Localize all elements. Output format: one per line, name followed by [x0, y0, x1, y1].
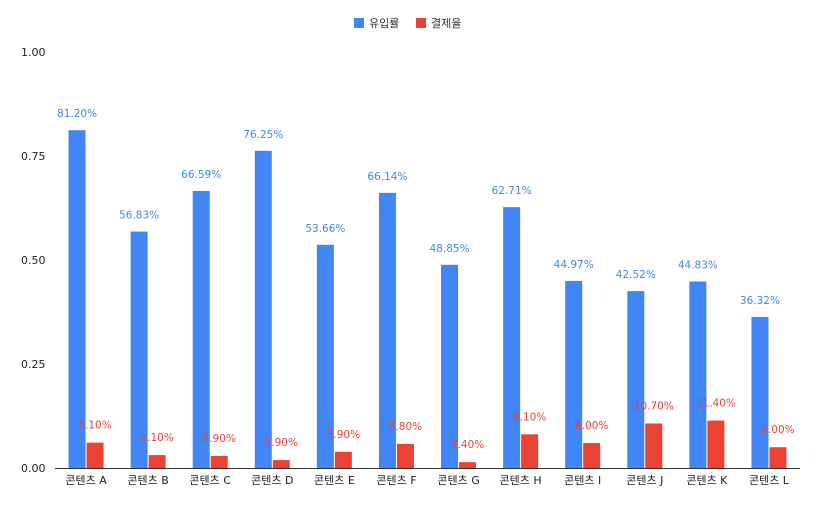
- legend-label-0: 유입률: [369, 17, 399, 30]
- bar-payment-9: [645, 423, 663, 468]
- value-labels: 81.20% 6.10% 56.83% 3.10% 66.59% 2.90% 76.25% 1…: [57, 108, 795, 451]
- x-tick-label: 콘텐츠 A: [65, 474, 107, 487]
- bar-payment-1: [148, 455, 166, 468]
- x-tick-label: 콘텐츠 H: [500, 474, 542, 487]
- x-tick-label: 콘텐츠 J: [626, 474, 663, 487]
- data-label-inflow-0: 81.20%: [57, 108, 97, 120]
- bar-inflow-10: [689, 281, 707, 468]
- bar-inflow-7: [503, 207, 521, 468]
- x-tick-label: 콘텐츠 B: [127, 474, 168, 487]
- data-label-inflow-2: 66.59%: [181, 169, 221, 181]
- x-tick-label: 콘텐츠 G: [437, 474, 479, 487]
- bar-inflow-4: [316, 244, 334, 468]
- data-label-inflow-9: 42.52%: [616, 269, 656, 281]
- data-label-payment-7: 8.10%: [513, 411, 546, 423]
- data-label-payment-9: 10.70%: [634, 400, 674, 412]
- data-label-inflow-8: 44.97%: [554, 259, 594, 271]
- data-label-inflow-1: 56.83%: [119, 210, 159, 222]
- y-tick-label: 0.75: [21, 150, 46, 163]
- bar-inflow-1: [130, 231, 148, 468]
- y-tick-label: 1.00: [21, 46, 46, 59]
- bars: [68, 130, 787, 469]
- data-label-inflow-5: 66.14%: [367, 171, 407, 183]
- bar-payment-10: [707, 420, 725, 468]
- data-label-payment-10: 11.40%: [696, 398, 736, 410]
- x-tick-label: 콘텐츠 F: [376, 474, 416, 487]
- legend-label-1: 결제율: [431, 17, 461, 30]
- bar-inflow-0: [68, 130, 86, 468]
- bar-inflow-11: [751, 316, 769, 468]
- data-label-payment-6: 1.40%: [451, 439, 484, 451]
- bar-inflow-2: [192, 190, 210, 468]
- bar-inflow-8: [565, 280, 583, 468]
- data-label-payment-5: 5.80%: [389, 421, 422, 433]
- y-tick-label: 0.00: [21, 462, 46, 475]
- data-label-inflow-7: 62.71%: [492, 185, 532, 197]
- data-label-payment-0: 6.10%: [78, 420, 111, 432]
- bar-payment-6: [459, 462, 477, 468]
- data-label-inflow-4: 53.66%: [305, 223, 345, 235]
- data-label-inflow-10: 44.83%: [678, 260, 718, 272]
- x-tick-label: 콘텐츠 K: [686, 474, 728, 487]
- y-axis: 0.00 0.25 0.50 0.75 1.00: [21, 46, 46, 475]
- data-label-inflow-11: 36.32%: [740, 295, 780, 307]
- x-tick-label: 콘텐츠 I: [564, 474, 601, 487]
- data-label-payment-8: 6.00%: [575, 420, 608, 432]
- bar-payment-3: [272, 460, 290, 468]
- data-label-payment-1: 3.10%: [140, 432, 173, 444]
- legend-swatch-1: [416, 18, 426, 28]
- data-label-payment-2: 2.90%: [203, 433, 236, 445]
- bar-payment-4: [334, 451, 352, 468]
- bar-payment-0: [86, 442, 104, 468]
- bar-payment-8: [583, 443, 601, 468]
- x-tick-label: 콘텐츠 C: [189, 474, 231, 487]
- data-label-inflow-6: 48.85%: [430, 243, 470, 255]
- bar-inflow-3: [254, 150, 272, 469]
- data-label-inflow-3: 76.25%: [243, 129, 283, 141]
- bar-payment-5: [396, 443, 414, 468]
- bar-payment-7: [521, 434, 539, 468]
- data-label-payment-4: 3.90%: [327, 429, 360, 441]
- bar-inflow-5: [378, 192, 396, 468]
- bar-inflow-6: [441, 264, 459, 468]
- legend: 유입률 결제율: [354, 17, 461, 30]
- bar-inflow-9: [627, 291, 645, 468]
- x-axis: 콘텐츠 A 콘텐츠 B 콘텐츠 C 콘텐츠 D 콘텐츠 E 콘텐츠 F 콘텐츠 G 콘텐츠 H…: [55, 468, 800, 487]
- bar-payment-11: [769, 447, 787, 468]
- x-tick-label: 콘텐츠 E: [314, 474, 355, 487]
- y-tick-label: 0.50: [21, 254, 46, 267]
- x-tick-label: 콘텐츠 D: [251, 474, 293, 487]
- bar-payment-2: [210, 455, 228, 468]
- y-tick-label: 0.25: [21, 358, 46, 371]
- x-tick-label: 콘텐츠 L: [749, 474, 790, 487]
- data-label-payment-11: 5.00%: [761, 424, 794, 436]
- data-label-payment-3: 1.90%: [265, 437, 298, 449]
- legend-swatch-0: [354, 18, 364, 28]
